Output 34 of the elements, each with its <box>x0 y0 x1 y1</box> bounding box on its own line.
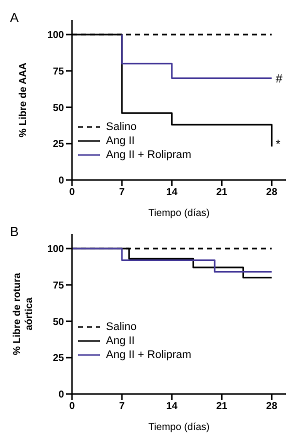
x-tick-label: 7 <box>119 401 126 412</box>
annotation: * <box>276 136 281 151</box>
x-tick-label: 0 <box>69 187 76 198</box>
legend-label: Salino <box>106 321 137 333</box>
y-tick-label: 100 <box>47 30 64 42</box>
y-tick-label: 0 <box>58 176 64 187</box>
legend-label: Salino <box>106 121 137 133</box>
x-tick-label: 14 <box>166 401 178 412</box>
x-tick-label: 21 <box>216 401 228 412</box>
y-axis-title: % Libre de rotura aórtica <box>12 272 35 356</box>
annotation: # <box>276 71 283 86</box>
x-tick-label: 28 <box>266 401 278 412</box>
x-tick-label: 28 <box>266 187 278 198</box>
legend-label: Ang II + Rolipram <box>106 149 192 161</box>
y-tick-label: 75 <box>52 66 64 78</box>
legend-label: Ang II + Rolipram <box>106 349 192 361</box>
x-tick-label: 0 <box>69 401 76 412</box>
y-tick-label: 0 <box>58 390 64 401</box>
text: A <box>10 10 19 25</box>
y-tick-label: 100 <box>47 244 64 256</box>
y-tick-label: 50 <box>52 102 64 114</box>
y-tick-label: 25 <box>52 353 64 364</box>
legend-label: Ang II <box>106 335 135 347</box>
y-axis-title: % Libre de AAA <box>18 62 29 138</box>
x-tick-label: 21 <box>216 187 228 198</box>
legend-label: Ang II <box>106 135 135 147</box>
y-tick-label: 75 <box>52 280 64 292</box>
x-tick-label: 7 <box>119 187 126 198</box>
x-tick-label: 14 <box>166 187 178 198</box>
y-tick-label: 25 <box>52 139 64 150</box>
x-axis-title: Tiempo (días) <box>148 422 210 433</box>
x-axis-title: Tiempo (días) <box>148 208 210 219</box>
y-tick-label: 50 <box>52 316 64 328</box>
text: B <box>10 224 19 239</box>
